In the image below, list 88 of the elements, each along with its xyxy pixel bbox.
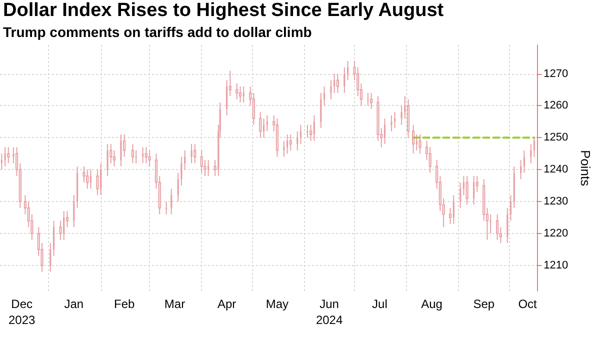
- candlestick: [283, 140, 285, 158]
- candlestick: [120, 134, 122, 167]
- candlestick: [296, 130, 298, 151]
- y-tick-label: 1220: [544, 227, 568, 240]
- y-axis-title: Points: [578, 150, 593, 187]
- candlestick: [336, 73, 339, 94]
- candlestick: [180, 156, 182, 186]
- candlestick: [390, 114, 392, 132]
- candlestick: [266, 114, 268, 132]
- x-tick-label: Aug: [421, 297, 442, 311]
- y-tick-label: 1210: [544, 259, 568, 272]
- candlestick: [7, 146, 10, 164]
- candlestick: [90, 169, 92, 190]
- candlestick: [144, 146, 148, 164]
- candlestick: [226, 80, 228, 116]
- candlestick: [418, 134, 422, 154]
- candlestick: [533, 137, 536, 158]
- candlestick: [135, 150, 137, 164]
- candlestick: [330, 80, 332, 100]
- candlestick: [452, 194, 454, 224]
- candlestick: [242, 86, 244, 104]
- chart-subtitle: Trump comments on tariffs add to dollar climb: [3, 24, 312, 40]
- candlestick: [394, 112, 396, 129]
- candlestick: [313, 114, 315, 142]
- candlestick: [289, 134, 292, 151]
- candlestick: [472, 175, 475, 206]
- candlestick: [166, 201, 168, 215]
- candlestick: [177, 172, 179, 202]
- x-tick-label: Oct: [518, 297, 538, 311]
- candlestick: [510, 194, 512, 222]
- candlestick: [428, 146, 432, 174]
- candlestick: [148, 150, 151, 167]
- y-tick-label: 1250: [544, 132, 568, 144]
- x-tick-label: Sep: [473, 297, 495, 311]
- candlestick: [259, 112, 262, 138]
- candlestick: [466, 175, 468, 206]
- candlestick: [236, 82, 238, 100]
- x-tick-label: Dec 2023: [8, 297, 36, 327]
- candlestick: [96, 169, 99, 196]
- candlestick: [170, 188, 172, 215]
- candlestick: [460, 182, 462, 208]
- candlestick: [462, 175, 465, 196]
- candlestick: [131, 144, 134, 164]
- candlestick: [190, 144, 192, 164]
- candlestick: [416, 134, 418, 151]
- y-tick-label: 1270: [544, 68, 568, 80]
- candlestick: [4, 146, 6, 167]
- candlestick: [238, 86, 242, 104]
- candlestick: [370, 92, 373, 110]
- candlestick: [344, 66, 346, 94]
- candlestick: [346, 60, 349, 81]
- candlestick: [323, 86, 326, 106]
- y-tick-label: 1260: [544, 100, 568, 112]
- candlestick: [334, 73, 336, 94]
- candlestick: [400, 105, 402, 126]
- x-tick-label: Jan: [64, 297, 84, 311]
- candlestick: [306, 124, 308, 138]
- candlestick: [194, 144, 196, 164]
- candlestick: [506, 207, 508, 244]
- candlestick: [520, 160, 522, 180]
- candlestick: [106, 144, 108, 176]
- candlestick: [384, 118, 386, 145]
- candlestick: [63, 210, 65, 240]
- x-tick-label: Apr: [217, 297, 236, 311]
- x-tick-label: Jun 2024: [316, 297, 343, 327]
- candlestick: [100, 162, 102, 196]
- candlestick: [496, 214, 499, 240]
- x-tick-label: Feb: [114, 297, 135, 311]
- x-tick-label: May: [266, 297, 289, 311]
- candlestick: [262, 118, 265, 138]
- candlestick: [0, 153, 2, 170]
- candlestick: [200, 150, 203, 174]
- candlestick: [142, 146, 144, 164]
- candlestick: [367, 92, 369, 106]
- x-tick-label: Mar: [164, 297, 186, 311]
- candlestick: [490, 214, 492, 234]
- candlestick: [86, 169, 89, 190]
- y-tick-label: 1230: [544, 196, 568, 208]
- x-tick-label: Jul: [372, 297, 388, 311]
- candlestick: [208, 160, 210, 176]
- chart-title: Dollar Index Rises to Highest Since Early August: [3, 0, 444, 22]
- candlestick: [50, 242, 52, 272]
- candlestick: [73, 194, 75, 228]
- candlestick: [320, 92, 322, 129]
- candlestick: [52, 220, 55, 256]
- candlestick: [530, 144, 532, 164]
- y-tick-label: 1240: [544, 164, 568, 176]
- candlestick: [523, 150, 525, 174]
